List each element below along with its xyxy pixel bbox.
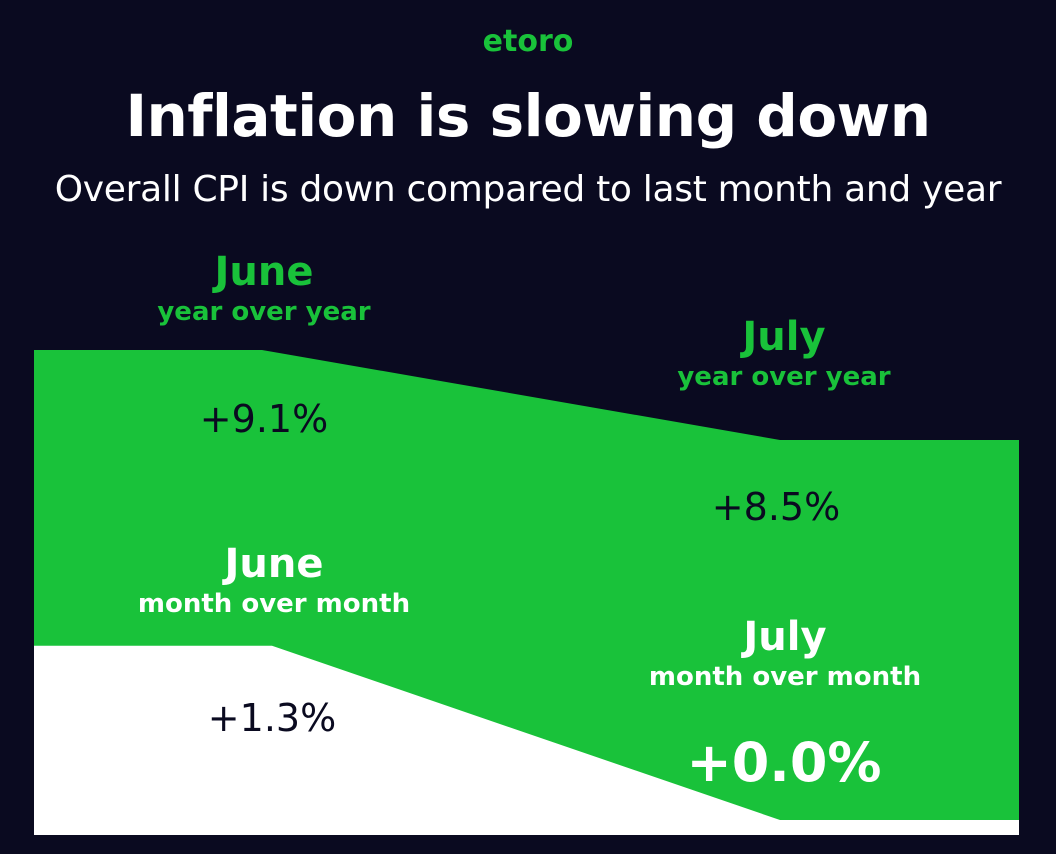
july-mom-value: +0.0%: [686, 731, 882, 794]
chart-subtitle: Overall CPI is down compared to last mon…: [54, 169, 1002, 210]
july-mom-measure: month over month: [648, 662, 922, 692]
july-mom-label: July month over month: [620, 613, 950, 693]
july-yoy-month: July: [742, 314, 826, 360]
logo-text: etoro: [482, 24, 574, 59]
etoro-logo: etoro: [0, 22, 1056, 62]
mom-area: [34, 645, 1019, 835]
chart-title: Inflation is slowing down: [125, 82, 931, 150]
june-yoy-month: June: [214, 249, 314, 295]
june-yoy-measure: year over year: [157, 297, 371, 327]
july-yoy-label: July year over year: [634, 313, 934, 393]
july-yoy-value: +8.5%: [711, 485, 841, 529]
june-mom-measure: month over month: [137, 589, 411, 619]
june-mom-label: June month over month: [114, 540, 434, 620]
june-yoy-label: June year over year: [114, 248, 414, 328]
june-mom-month: June: [224, 541, 324, 587]
june-mom-value: +1.3%: [207, 696, 337, 740]
july-yoy-measure: year over year: [677, 362, 891, 392]
june-yoy-value: +9.1%: [199, 397, 329, 441]
july-mom-month: July: [743, 614, 827, 660]
